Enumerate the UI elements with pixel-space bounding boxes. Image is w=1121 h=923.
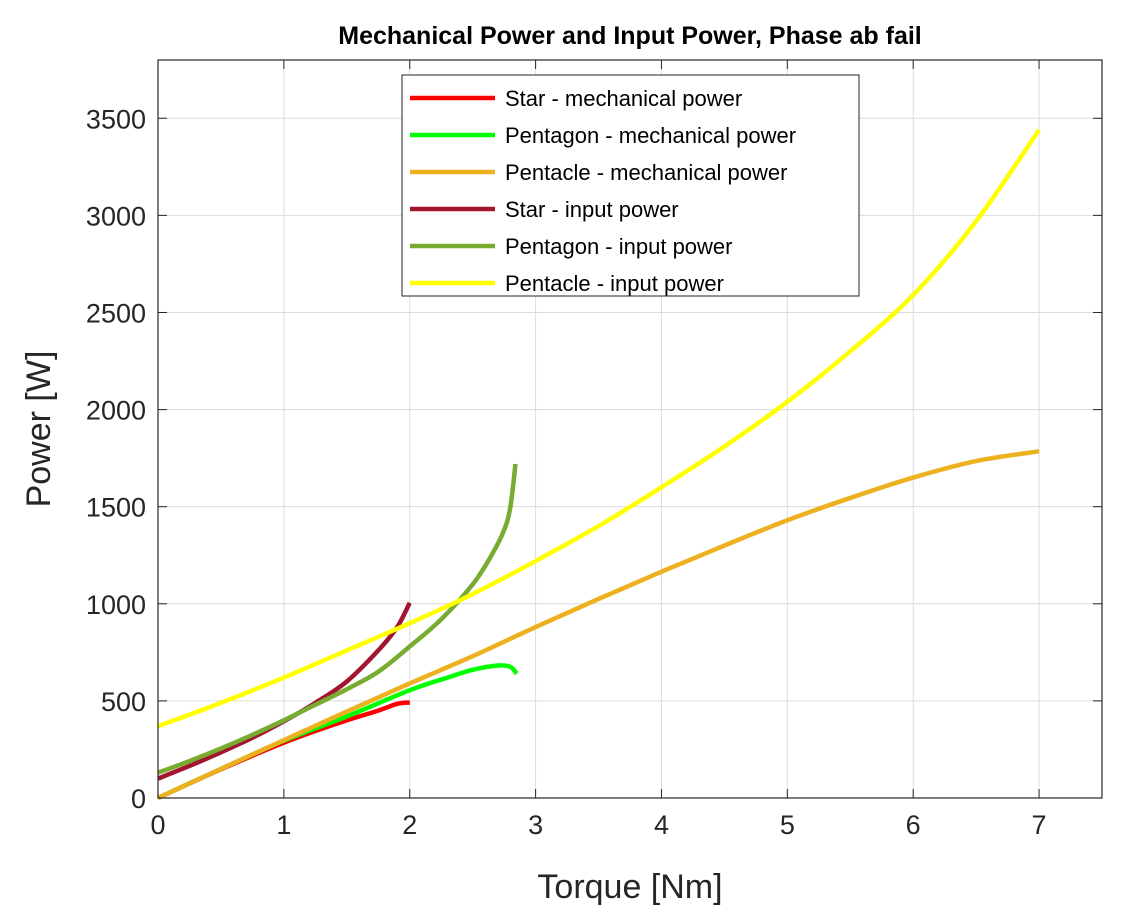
x-tick-label: 6 [906, 810, 921, 840]
x-tick-label: 1 [276, 810, 291, 840]
legend-label-star-input-power: Star - input power [505, 197, 679, 222]
y-tick-label: 0 [131, 784, 146, 814]
y-tick-label: 2000 [86, 396, 146, 426]
legend-label-pentagon-input-power: Pentagon - input power [505, 234, 733, 259]
y-axis-label: Power [W] [20, 351, 58, 508]
x-tick-label: 4 [654, 810, 669, 840]
x-tick-label: 3 [528, 810, 543, 840]
legend-box [401, 74, 860, 297]
series-lines [157, 128, 1041, 801]
legend-label-star-mechanical-power: Star - mechanical power [505, 86, 742, 111]
legend: Star - mechanical power Pentagon - mechan… [401, 74, 860, 297]
x-tick-label: 2 [402, 810, 417, 840]
x-tick-label: 7 [1032, 810, 1047, 840]
x-axis-label: Torque [Nm] [537, 868, 722, 906]
y-tick-label: 3000 [86, 201, 146, 231]
legend-label-pentacle-mechanical-power: Pentacle - mechanical power [505, 160, 787, 185]
y-tick-label: 1500 [86, 493, 146, 523]
plot-frame [157, 59, 1103, 799]
x-axis-ticks: 0 1 2 3 4 5 6 7 [150, 60, 1047, 840]
series-line-pentagon-input-power [157, 463, 518, 775]
y-tick-label: 2500 [86, 298, 146, 328]
x-tick-label: 0 [150, 810, 165, 840]
series-line-pentacle-mechanical-power [157, 449, 1040, 801]
series-line-pentacle-input-power [157, 128, 1041, 729]
x-tick-label: 5 [780, 810, 795, 840]
chart-title: Mechanical Power and Input Power, Phase … [338, 22, 922, 50]
legend-label-pentagon-mechanical-power: Pentagon - mechanical power [505, 123, 796, 148]
legend-label-pentacle-input-power: Pentacle - input power [505, 271, 724, 296]
y-tick-label: 1000 [86, 590, 146, 620]
y-axis-ticks: 0 500 1000 1500 2000 2500 3000 3500 [86, 104, 1102, 814]
y-tick-label: 3500 [86, 104, 146, 134]
y-tick-label: 500 [101, 687, 146, 717]
